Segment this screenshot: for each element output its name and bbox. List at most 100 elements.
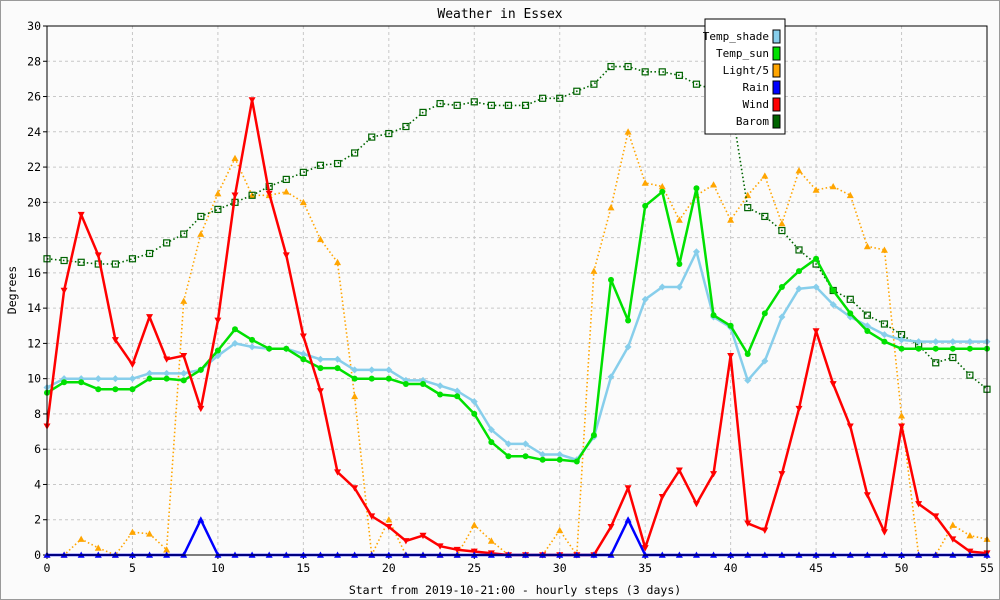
x-tick-label: 0: [44, 561, 51, 575]
data-point-temp-sun: [180, 377, 187, 384]
data-point-barom: [368, 133, 376, 141]
data-point-rain: [197, 516, 205, 523]
data-point-light-5: [880, 246, 888, 253]
y-tick-label: 4: [34, 477, 41, 491]
data-point-temp-sun: [95, 386, 102, 393]
data-point-temp-shade: [607, 373, 615, 381]
data-point-temp-sun: [300, 356, 307, 363]
data-point-wind: [299, 333, 307, 340]
x-tick-label: 15: [296, 561, 310, 575]
y-tick-label: 30: [27, 19, 41, 33]
data-point-wind: [812, 328, 820, 335]
data-point-wind: [282, 252, 290, 259]
data-point-light-5: [949, 521, 957, 528]
data-point-wind: [641, 545, 649, 552]
data-point-barom: [607, 62, 615, 71]
data-point-temp-sun: [710, 312, 717, 319]
data-point-barom: [949, 353, 957, 362]
y-tick-label: 26: [27, 90, 41, 104]
data-point-temp-sun: [437, 391, 444, 398]
data-point-light-5: [658, 182, 666, 190]
legend-label: Rain: [743, 81, 770, 94]
data-point-temp-shade: [351, 366, 359, 374]
data-point-wind: [334, 469, 342, 476]
data-point-temp-sun: [402, 380, 409, 387]
data-point-wind: [744, 520, 752, 527]
data-point-wind: [351, 485, 359, 492]
data-point-temp-sun: [197, 366, 204, 373]
data-point-barom: [692, 80, 701, 88]
data-point-temp-shade: [624, 343, 632, 351]
data-point-temp-shade: [795, 285, 803, 293]
data-point-barom: [402, 122, 410, 131]
data-point-temp-sun: [420, 380, 426, 387]
legend-swatch: [772, 114, 781, 129]
y-tick-label: 0: [34, 548, 41, 562]
data-point-temp-sun: [539, 456, 546, 463]
data-point-temp-shade: [675, 283, 683, 291]
data-point-temp-shade: [316, 355, 324, 363]
data-point-light-5: [77, 535, 85, 542]
data-point-barom: [128, 255, 137, 263]
x-tick-label: 50: [895, 561, 909, 575]
data-point-temp-sun: [522, 453, 529, 460]
data-point-temp-sun: [761, 310, 768, 317]
x-tick-label: 35: [638, 561, 652, 575]
y-tick-label: 24: [27, 125, 41, 139]
data-point-temp-shade: [504, 440, 512, 448]
data-point-barom: [641, 68, 649, 76]
data-point-temp-sun: [915, 345, 922, 352]
data-point-temp-sun: [590, 432, 597, 439]
data-point-temp-shade: [94, 375, 102, 383]
data-point-barom: [504, 101, 513, 109]
data-point-temp-sun: [351, 375, 358, 382]
data-point-temp-shade: [146, 369, 154, 377]
data-point-light-5: [812, 186, 820, 193]
data-point-light-5: [863, 242, 871, 250]
data-point-wind: [60, 287, 68, 294]
data-point-barom: [761, 212, 769, 221]
data-point-wind: [385, 523, 393, 531]
data-point-temp-sun: [847, 310, 854, 317]
data-point-barom: [932, 359, 940, 367]
data-point-barom: [744, 204, 752, 212]
data-point-light-5: [282, 188, 290, 195]
data-point-light-5: [761, 172, 769, 179]
data-point-light-5: [163, 546, 171, 553]
legend: Temp_shade Temp_sun Light/5 Rain Wind Barom: [703, 18, 786, 135]
legend-label: Temp_sun: [716, 47, 769, 60]
series-temp-sun: [44, 185, 990, 465]
data-point-temp-shade: [880, 331, 888, 339]
data-point-temp-sun: [573, 458, 580, 465]
data-point-wind: [111, 337, 119, 344]
data-point-wind: [146, 314, 154, 321]
data-point-wind: [692, 501, 700, 508]
y-axis-label: Degrees: [5, 266, 19, 314]
data-point-wind: [231, 192, 239, 199]
data-point-temp-sun: [368, 375, 375, 382]
x-tick-label: 30: [553, 561, 567, 575]
x-tick-label: 5: [129, 561, 136, 575]
legend-label: Temp_shade: [703, 30, 769, 43]
series-line-temp-sun: [46, 186, 987, 463]
data-point-wind: [863, 492, 871, 499]
data-point-barom: [556, 94, 564, 102]
data-point-temp-shade: [829, 301, 837, 309]
data-point-temp-sun: [232, 326, 238, 333]
data-point-wind: [898, 423, 906, 430]
data-point-wind: [829, 381, 837, 388]
data-point-temp-shade: [812, 283, 820, 291]
data-point-barom: [624, 62, 632, 71]
data-point-barom: [573, 87, 581, 95]
data-point-light-5: [966, 532, 974, 539]
data-point-wind: [453, 546, 461, 554]
data-point-temp-shade: [641, 295, 649, 303]
data-point-temp-sun: [488, 439, 495, 446]
data-point-wind: [915, 501, 923, 508]
plot-border: [46, 25, 988, 556]
data-point-temp-shade: [761, 357, 769, 365]
data-point-temp-sun: [163, 375, 170, 382]
data-point-barom: [111, 260, 119, 268]
data-point-temp-sun: [112, 386, 119, 393]
